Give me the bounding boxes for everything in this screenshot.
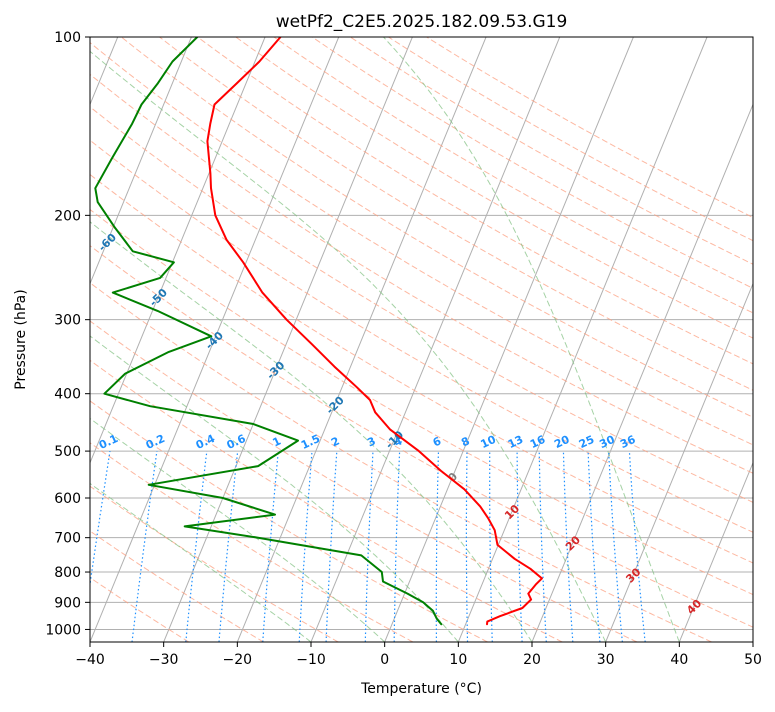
chart-title: wetPf2_C2E5.2025.182.09.53.G19: [276, 12, 568, 32]
y-axis-label: Pressure (hPa): [13, 289, 29, 389]
x-tick-label: −30: [149, 652, 179, 668]
x-tick-label: −10: [296, 652, 326, 668]
y-tick-label: 300: [54, 313, 81, 329]
y-tick-label: 200: [54, 208, 81, 224]
x-tick-label: −20: [223, 652, 253, 668]
x-tick-label: 50: [744, 652, 762, 668]
y-tick-label: 500: [54, 444, 81, 460]
y-tick-label: 600: [54, 491, 81, 507]
y-tick-label: 900: [54, 595, 81, 611]
y-tick-label: 800: [54, 565, 81, 581]
x-tick-label: 30: [597, 652, 615, 668]
y-tick-label: 100: [54, 30, 81, 46]
x-axis-label: Temperature (°C): [360, 681, 482, 697]
y-tick-label: 700: [54, 531, 81, 547]
x-tick-label: 0: [380, 652, 389, 668]
x-tick-label: 20: [523, 652, 541, 668]
y-tick-label: 1000: [45, 622, 81, 638]
y-tick-label: 400: [54, 387, 81, 403]
x-tick-label: 10: [449, 652, 467, 668]
x-tick-label: −40: [75, 652, 105, 668]
x-tick-label: 40: [670, 652, 688, 668]
